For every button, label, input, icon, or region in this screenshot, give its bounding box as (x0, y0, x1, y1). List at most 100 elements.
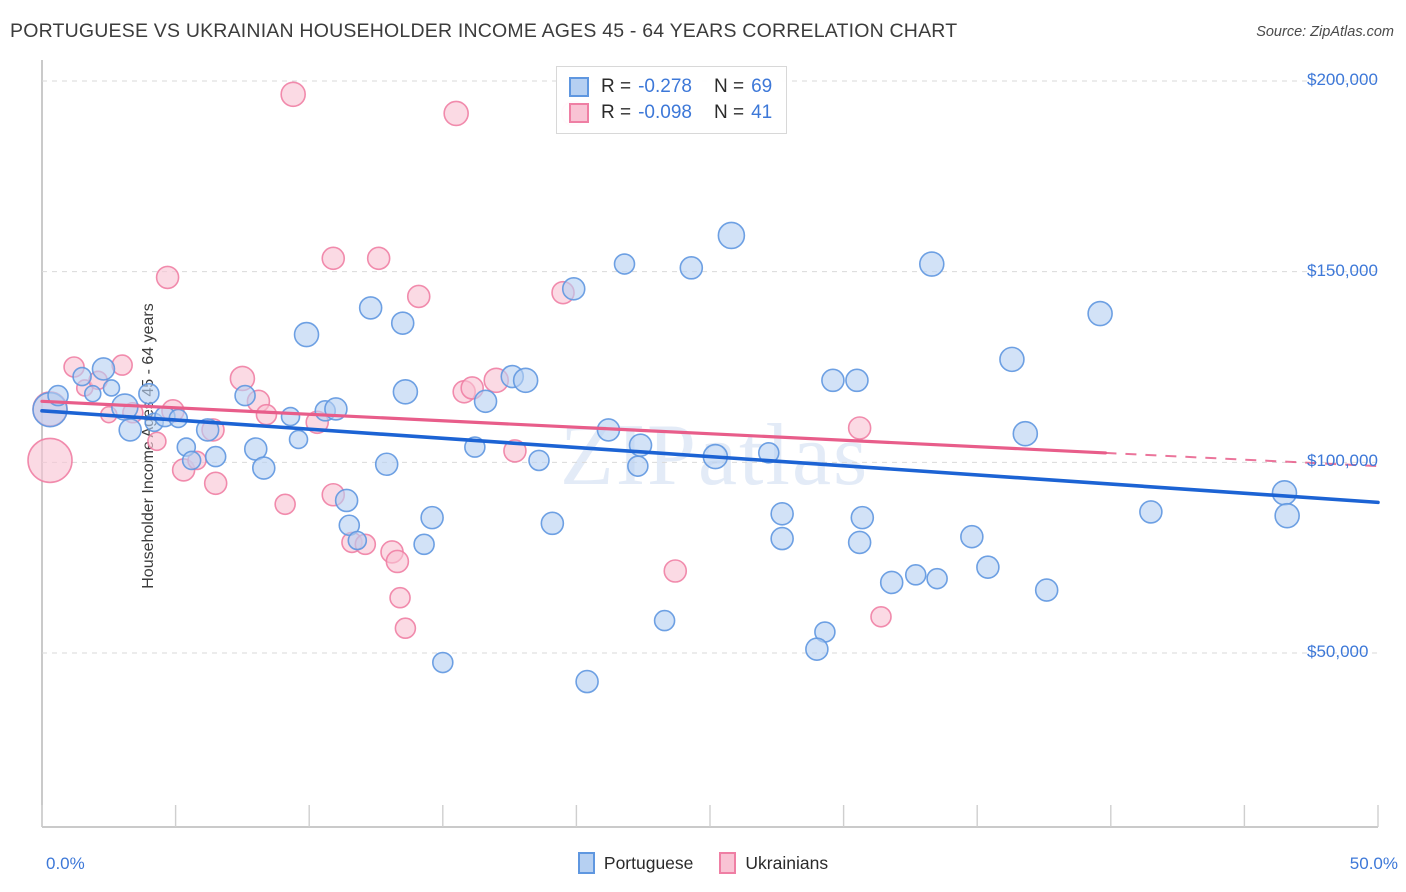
data-point[interactable] (138, 382, 160, 405)
data-point[interactable] (847, 530, 872, 555)
data-point[interactable] (72, 366, 92, 387)
data-point[interactable] (274, 493, 296, 516)
data-point[interactable] (879, 570, 904, 595)
n-value-ukrainians: 41 (751, 102, 773, 123)
data-point[interactable] (374, 452, 399, 477)
data-point[interactable] (679, 256, 704, 280)
data-point[interactable] (999, 346, 1025, 373)
series-label-ukrainians: Ukrainians (745, 852, 829, 873)
data-point[interactable] (528, 449, 550, 472)
data-point[interactable] (575, 669, 599, 694)
data-point[interactable] (280, 406, 301, 427)
data-point[interactable] (443, 100, 469, 127)
data-point[interactable] (805, 637, 829, 661)
data-point[interactable] (561, 277, 586, 301)
data-point[interactable] (111, 354, 133, 376)
data-point[interactable] (757, 441, 780, 464)
series-swatch-portuguese-icon (577, 852, 595, 874)
data-point[interactable] (420, 505, 444, 530)
data-point[interactable] (976, 555, 1000, 580)
y-tick-label: $200,000 (1307, 70, 1378, 89)
correlation-legend-row-portuguese: R = -0.278 N = 69 (569, 74, 772, 100)
page-title: PORTUGUESE VS UKRAINIAN HOUSEHOLDER INCO… (10, 20, 958, 42)
data-point[interactable] (473, 389, 498, 414)
data-point[interactable] (390, 311, 415, 335)
data-point[interactable] (280, 81, 306, 108)
data-point[interactable] (845, 368, 869, 393)
y-tick-label: $150,000 (1307, 260, 1378, 280)
data-point[interactable] (926, 567, 948, 590)
data-point[interactable] (1012, 420, 1039, 447)
data-point[interactable] (653, 609, 676, 632)
legend-swatch-portuguese-icon (569, 77, 589, 97)
data-point[interactable] (155, 265, 180, 290)
points-ukrainians (27, 81, 892, 640)
source-attribution: Source: ZipAtlas.com (1256, 24, 1394, 40)
data-point[interactable] (385, 549, 410, 574)
data-point[interactable] (358, 296, 383, 320)
data-point[interactable] (1087, 300, 1113, 327)
data-point[interactable] (540, 511, 565, 536)
data-point[interactable] (960, 524, 984, 549)
data-point[interactable] (627, 455, 649, 477)
series-swatch-ukrainians-icon (719, 852, 737, 874)
n-value-portuguese: 69 (751, 76, 773, 97)
data-point[interactable] (293, 321, 320, 348)
data-point[interactable] (366, 246, 391, 271)
correlation-legend-row-ukrainians: R = -0.098 N = 41 (569, 100, 772, 126)
trendline-ukrainians-solid (40, 399, 1108, 455)
data-point[interactable] (821, 368, 845, 393)
data-point[interactable] (147, 431, 167, 452)
series-legend-item-ukrainians[interactable]: Ukrainians (719, 852, 828, 874)
data-point[interactable] (413, 533, 435, 556)
data-point[interactable] (870, 605, 892, 628)
trendline-ukrainians-dashed (1105, 451, 1379, 468)
data-point[interactable] (770, 502, 794, 526)
correlation-legend: R = -0.278 N = 69 R = -0.098 N = 41 (556, 66, 788, 134)
data-point[interactable] (389, 586, 411, 609)
data-point[interactable] (91, 357, 116, 381)
data-point[interactable] (102, 379, 121, 397)
data-point[interactable] (118, 418, 142, 442)
x-tick-label-min: 0.0% (46, 854, 85, 873)
n-label-ukrainians: N = (713, 102, 745, 123)
r-label-portuguese: R = (601, 76, 632, 97)
data-point[interactable] (394, 617, 417, 640)
data-point[interactable] (663, 559, 688, 583)
data-point[interactable] (27, 437, 73, 484)
data-point[interactable] (1034, 578, 1059, 602)
data-point[interactable] (251, 456, 276, 480)
data-point[interactable] (204, 445, 227, 468)
data-point[interactable] (847, 416, 872, 440)
data-point[interactable] (512, 367, 539, 394)
data-point[interactable] (406, 284, 431, 309)
data-point[interactable] (918, 251, 945, 277)
trendline-portuguese (40, 409, 1380, 505)
data-point[interactable] (717, 221, 746, 250)
data-point[interactable] (904, 564, 927, 586)
data-point[interactable] (203, 471, 228, 496)
data-point[interactable] (613, 253, 636, 275)
data-point[interactable] (1271, 480, 1298, 506)
data-point[interactable] (347, 530, 368, 551)
data-point[interactable] (181, 450, 202, 471)
y-tick-label: $50,000 (1307, 642, 1369, 661)
data-point[interactable] (1274, 502, 1300, 529)
data-point[interactable] (195, 418, 220, 442)
data-point[interactable] (334, 488, 359, 513)
data-point[interactable] (234, 384, 256, 407)
x-tick-label-max: 50.0% (1349, 854, 1398, 873)
series-label-portuguese: Portuguese (603, 852, 694, 873)
data-point[interactable] (850, 505, 875, 530)
data-point[interactable] (770, 526, 794, 551)
data-point[interactable] (288, 429, 309, 450)
data-point[interactable] (321, 246, 346, 271)
data-point[interactable] (431, 651, 454, 674)
data-point[interactable] (392, 378, 419, 405)
data-point[interactable] (1139, 500, 1163, 524)
n-label-portuguese: N = (713, 76, 745, 97)
data-point[interactable] (255, 403, 278, 426)
series-legend-item-portuguese[interactable]: Portuguese (577, 852, 694, 874)
data-point[interactable] (83, 384, 102, 403)
